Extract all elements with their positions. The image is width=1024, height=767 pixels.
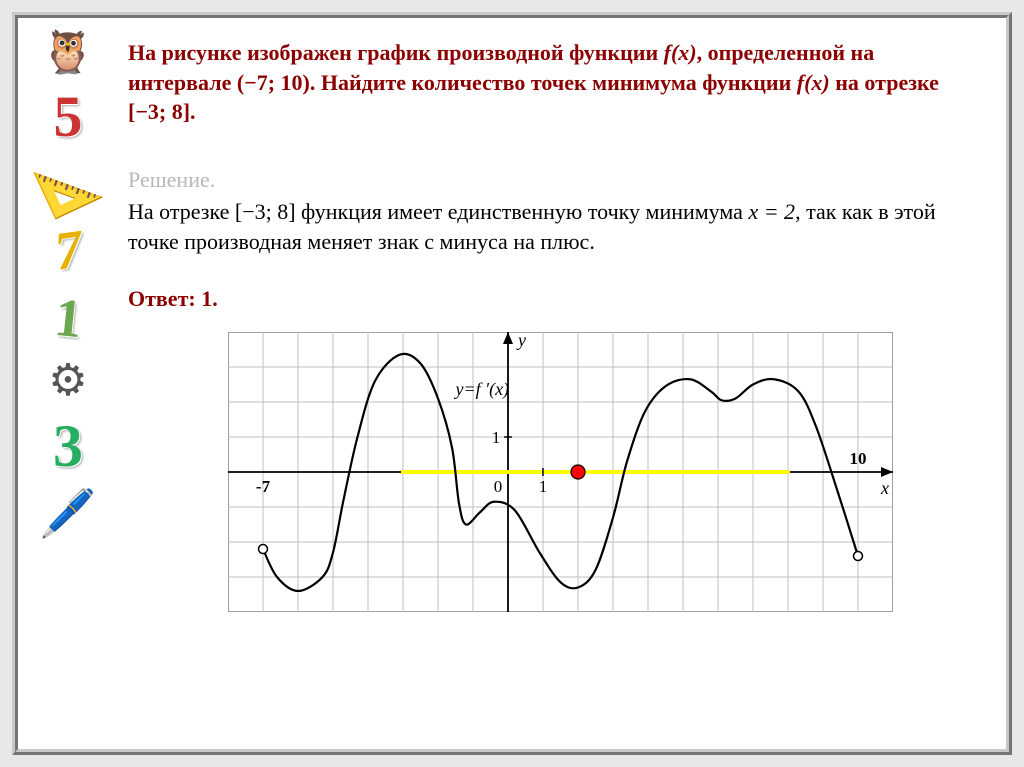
svg-text:1: 1 [539, 477, 548, 496]
decorative-sidebar: 🦉 5 📐 7 1 ⚙ 3 🖊️ [18, 18, 118, 749]
problem-statement: На рисунке изображен график производной … [128, 38, 976, 127]
problem-text-1: На рисунке изображен график производной … [128, 40, 664, 65]
answer-value: 1. [201, 286, 218, 311]
problem-fx-1: f(x) [664, 40, 697, 65]
svg-text:y=f ′(x): y=f ′(x) [454, 379, 510, 400]
decor-number-5: 5 [31, 83, 106, 150]
problem-fx-2: f(x) [797, 70, 830, 95]
solution-text: На отрезке [−3; 8] функция имеет единств… [128, 197, 976, 256]
derivative-chart: -7 0 1 10 1 x y y=f ′(x) [228, 332, 893, 612]
content-area: На рисунке изображен график производной … [118, 18, 1006, 749]
slide-frame: 🦉 5 📐 7 1 ⚙ 3 🖊️ На рисунке изображен гр… [12, 12, 1012, 755]
answer-label: Ответ: [128, 286, 201, 311]
svg-text:10: 10 [850, 449, 867, 468]
compass-icon: ⚙ [31, 355, 106, 406]
svg-text:0: 0 [494, 477, 503, 496]
owl-icon: 🦉 [31, 28, 106, 77]
svg-text:-7: -7 [256, 477, 271, 496]
solution-x-eq: x = 2 [748, 199, 795, 224]
decor-number-3: 3 [31, 412, 106, 481]
chart-container: -7 0 1 10 1 x y y=f ′(x) [228, 332, 928, 612]
solution-pre: На отрезке [−3; 8] функция имеет единств… [128, 199, 748, 224]
svg-text:y: y [516, 332, 526, 350]
decor-number-7: 7 [27, 214, 110, 286]
decor-number-1: 1 [27, 283, 108, 353]
pencils-icon: 🖊️ [31, 487, 106, 541]
solution-label: Решение. [128, 167, 976, 193]
answer-line: Ответ: 1. [128, 286, 976, 312]
svg-text:1: 1 [492, 428, 501, 447]
svg-text:x: x [880, 478, 889, 498]
